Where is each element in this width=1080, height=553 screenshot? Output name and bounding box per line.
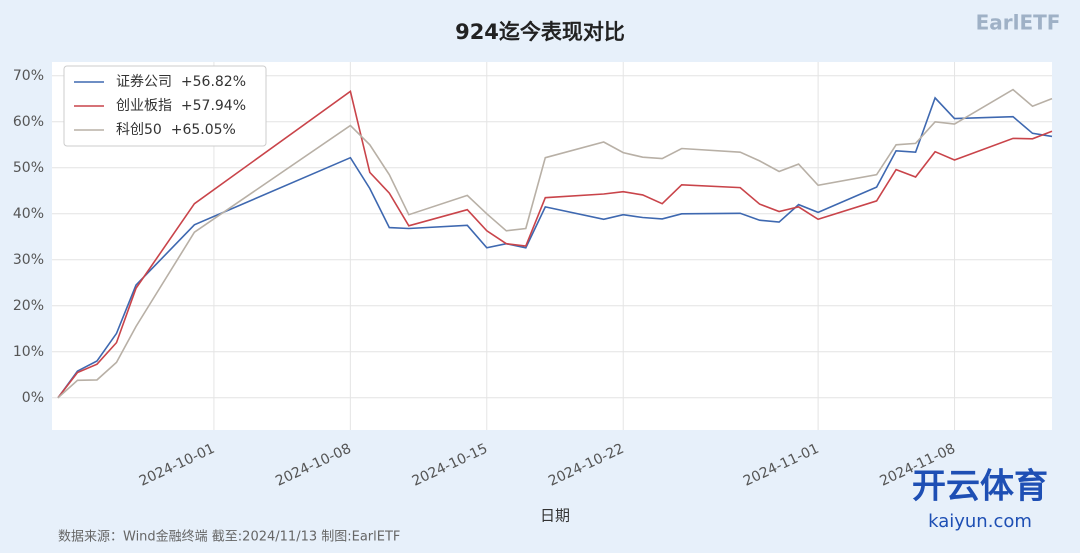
y-tick-label: 70% <box>13 68 44 84</box>
series-line <box>57 88 1053 399</box>
brand: EarlETF <box>976 11 1061 35</box>
y-tick-label: 10% <box>13 344 44 360</box>
series-line <box>57 90 1053 399</box>
y-tick-label: 20% <box>13 298 44 314</box>
chart-title: 924迄今表现对比 <box>455 20 625 44</box>
y-tick-label: 0% <box>22 390 44 406</box>
watermark: 开云体育 <box>912 467 1048 507</box>
y-tick-label: 60% <box>13 114 44 130</box>
legend-label: 证券公司 +56.82% <box>116 74 246 90</box>
legend-label: 创业板指 +57.94% <box>116 98 246 114</box>
lines <box>57 88 1053 399</box>
series-line <box>57 96 1053 399</box>
source-note: 数据来源：Wind金融终端 截至:2024/11/13 制图:EarlETF <box>58 529 400 545</box>
x-axis-label: 日期 <box>540 507 570 525</box>
legend-label: 科创50 +65.05% <box>116 122 236 138</box>
watermark-url: kaiyun.com <box>928 511 1032 532</box>
y-tick-label: 40% <box>13 206 44 222</box>
legend-box <box>63 65 267 147</box>
y-tick-label: 50% <box>13 160 44 176</box>
y-tick-label: 30% <box>13 252 44 268</box>
